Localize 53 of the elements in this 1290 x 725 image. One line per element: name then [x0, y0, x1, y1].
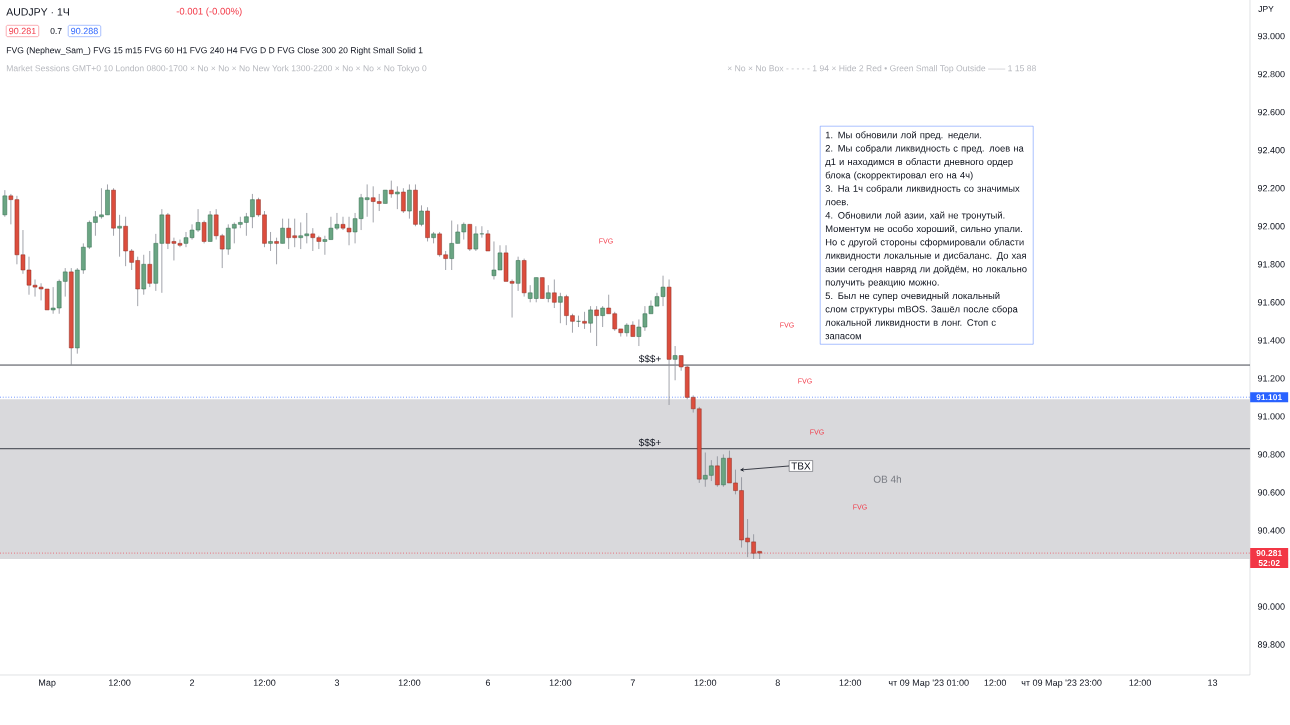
- text: -0.001 (-0.00%): [176, 7, 242, 17]
- x-tick-label: чт 09 Мар '23 23:00: [1021, 679, 1102, 688]
- annotation: TBX: [791, 462, 811, 470]
- y-tick-label: 91.800: [1257, 261, 1285, 268]
- annotation: 0.7: [50, 27, 62, 34]
- x-tick-label: 7: [630, 679, 635, 686]
- x-tick-label: 12:00: [839, 679, 862, 686]
- x-tick-label: Мар: [39, 679, 56, 688]
- text: AUDJPY · 1Ч: [6, 8, 69, 16]
- annotation: 3. На 1ч собрали ликвидность со значимых лоев.: [825, 184, 1020, 206]
- y-tick-label: 92.600: [1257, 108, 1285, 116]
- y-axis-title: JPY: [1258, 6, 1274, 12]
- y-tick-label: 90.800: [1257, 451, 1285, 458]
- annotation: 4. Обновили лой азии, хай не тронутый. Моментум не особо хороший, сильно упали. Но с другой стороны сформировали области ликвидности локальные и дисбаланс. До хая азии сегодня навряд ли дойдём, но локально получить реакцию можно.: [825, 211, 1027, 288]
- x-tick-label: 3: [334, 679, 340, 686]
- annotation: 90.288: [71, 27, 98, 35]
- y-tick-label: 91.000: [1257, 413, 1285, 420]
- x-tick-label: 12:00: [109, 679, 131, 686]
- x-tick-label: чт 09 Мар '23 01:00: [888, 679, 969, 688]
- band-label: OB 4h: [873, 475, 901, 483]
- x-tick-label: 12:00: [549, 679, 572, 686]
- x-tick-label: 8: [775, 679, 780, 686]
- x-tick-label: 12:00: [694, 679, 717, 686]
- y-tick-label: 92.000: [1257, 223, 1285, 230]
- y-tick-label: 92.400: [1257, 147, 1285, 154]
- ref-line-label: $$$+: [638, 354, 661, 363]
- annotation: 90.281: [9, 27, 36, 35]
- x-tick-label: 2: [189, 679, 195, 686]
- annotation: 5. Был не супер очевидный локальный слом структуры mBOS. Зашёл после сбора локальной ликвидности в лонг. Стоп с запасом: [825, 291, 1018, 340]
- y-tick-label: 89.800: [1257, 641, 1285, 648]
- annotation: 1. Мы обновили лой пред. недели.: [825, 131, 982, 141]
- x-tick-label: 12:00: [398, 679, 421, 686]
- y-tick-label: 90.600: [1257, 489, 1285, 496]
- ref-line-label: 90.281: [1256, 550, 1282, 557]
- y-tick-label: 92.200: [1257, 185, 1285, 192]
- ref-line-label: 91.101: [1256, 394, 1282, 401]
- y-tick-label: 93.000: [1257, 32, 1285, 40]
- x-tick-label: 12:00: [1129, 679, 1151, 686]
- x-tick-label: 12:00: [253, 679, 276, 686]
- y-tick-label: 90.000: [1257, 603, 1285, 610]
- y-tick-label: 91.200: [1257, 375, 1285, 382]
- y-tick-label: 90.400: [1257, 527, 1285, 534]
- text: 52:02: [1258, 559, 1280, 566]
- annotation: 2. Мы собрали ликвидность с пред. лоев на д1 и находимся в области дневного ордер блока (скорректировал его на 4ч): [825, 144, 1024, 181]
- y-tick-label: 91.600: [1257, 299, 1285, 306]
- x-tick-label: 6: [485, 679, 491, 686]
- x-tick-label: 12:00: [984, 679, 1007, 686]
- annotation: × No × No Box - - - - - 1 94 × Hide 2 Red • Green Small Top Outside —— 1 15 88: [727, 64, 1036, 73]
- y-tick-label: 91.400: [1257, 337, 1285, 344]
- annotation: FVG (Nephew_Sam_) FVG 15 m15 FVG 60 H1 FVG 240 H4 FVG D D FVG Close 300 20 Right Small Solid 1: [6, 46, 423, 55]
- x-tick-label: 13: [1208, 679, 1218, 686]
- y-tick-label: 92.800: [1257, 70, 1285, 78]
- ref-line-label: $$$+: [638, 438, 661, 447]
